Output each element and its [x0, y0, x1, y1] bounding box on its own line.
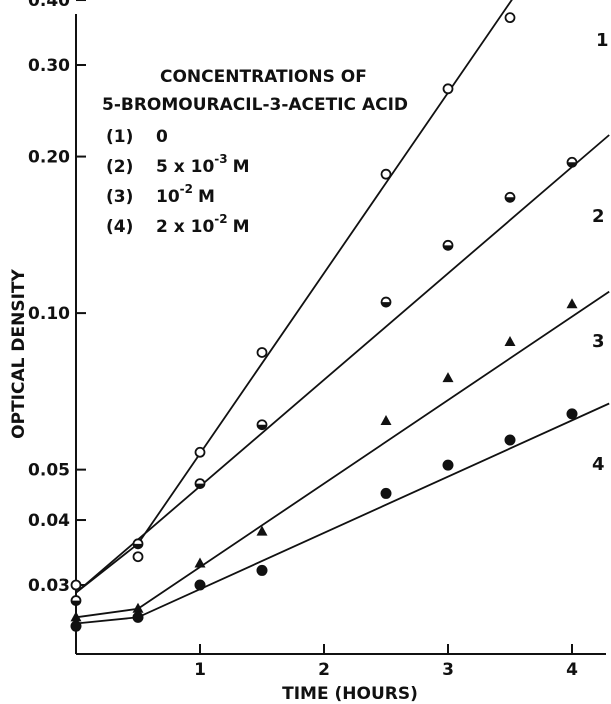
legend-title-line1: CONCENTRATIONS OF: [160, 67, 367, 87]
legend-entry-unit: M: [233, 217, 250, 237]
series-label-1: 1: [596, 30, 609, 51]
x-tick-label: 3: [442, 660, 454, 680]
y-tick-label: 0.40: [28, 0, 70, 11]
x-tick-label: 2: [318, 660, 330, 680]
data-point-series-4: [504, 434, 516, 446]
data-point-series-4: [70, 620, 82, 632]
y-tick-label: 0.04: [28, 511, 70, 531]
data-point-series-3: [132, 602, 144, 613]
data-point-series-1: [256, 347, 268, 358]
marker-fill: [505, 197, 515, 202]
data-point-series-2: [380, 296, 392, 308]
data-point-series-3: [256, 525, 268, 536]
marker-fill: [381, 302, 391, 307]
data-point-series-2: [194, 478, 206, 490]
data-point-series-3: [70, 611, 82, 622]
fit-line-series-2: [75, 134, 610, 594]
marker-fill: [71, 600, 81, 606]
axes: [75, 14, 606, 655]
y-tick-label: 0.05: [28, 461, 70, 481]
marker-fill: [567, 162, 577, 167]
legend-entry-exponent: -3: [214, 152, 227, 166]
legend-entry-unit: M: [233, 157, 250, 177]
marker-fill: [133, 543, 143, 549]
legend-entry: (3) 10-2 M: [106, 182, 215, 207]
legend-entry-key: (3): [106, 187, 133, 207]
data-point-series-1: [380, 168, 392, 180]
y-tick-label: 0.03: [28, 576, 70, 596]
legend-entry-text: 2 x 10-2 M: [156, 212, 250, 237]
legend-entry-key: (4): [106, 217, 133, 237]
data-point-series-1: [70, 579, 82, 591]
legend-entry-text: 0: [156, 127, 168, 147]
data-point-series-2: [504, 191, 516, 203]
y-tick-label: 0.20: [28, 148, 70, 168]
data-point-series-2: [70, 595, 82, 606]
legend-entry-key: (2): [106, 157, 133, 177]
data-point-series-2: [256, 419, 268, 431]
marker-fill: [443, 245, 453, 250]
x-axis-label: TIME (HOURS): [282, 684, 418, 704]
data-point-series-3: [380, 415, 392, 426]
data-point-series-2: [132, 538, 144, 550]
y-tick-label: 0.30: [28, 56, 70, 76]
fit-line-series-3: [75, 290, 610, 619]
data-point-series-3: [194, 557, 206, 568]
data-point-series-1: [194, 446, 206, 458]
x-tick-label: 4: [566, 660, 578, 680]
data-point-series-1: [504, 12, 516, 24]
legend: CONCENTRATIONS OF 5-BROMOURACIL-3-ACETIC…: [102, 67, 408, 237]
data-point-series-3: [504, 335, 516, 346]
y-tick-label: 0.10: [28, 304, 70, 324]
legend-entry: (2) 5 x 10-3 M: [106, 152, 250, 177]
legend-entries: (1) 0(2) 5 x 10-3 M(3) 10-2 M(4) 2 x 10-2 M: [106, 127, 250, 237]
data-point-series-4: [566, 408, 578, 420]
data-point-series-1: [442, 83, 454, 95]
data-point-series-4: [194, 579, 206, 591]
fit-lines: [75, 0, 610, 625]
legend-entry-text: 10-2 M: [156, 182, 215, 207]
marker-fill: [195, 483, 205, 489]
data-point-series-3: [442, 372, 454, 383]
fit-line-series-1: [75, 0, 513, 594]
legend-entry: (1) 0: [106, 127, 168, 147]
legend-entry-unit: M: [198, 187, 215, 207]
legend-title-line2: 5-BROMOURACIL-3-ACETIC ACID: [102, 95, 408, 115]
y-axis-label: OPTICAL DENSITY: [9, 268, 29, 438]
series-label-3: 3: [592, 331, 605, 352]
legend-entry-text: 5 x 10-3 M: [156, 152, 250, 177]
series-label-2: 2: [592, 206, 605, 227]
data-point-series-2: [566, 156, 578, 168]
ticks: 0.030.040.050.100.200.300.400.500.601234: [28, 0, 578, 680]
data-point-series-4: [132, 611, 144, 623]
data-point-series-3: [566, 298, 578, 309]
legend-entry-key: (1): [106, 127, 133, 147]
data-point-series-4: [380, 487, 392, 499]
data-point-series-2: [442, 239, 454, 251]
legend-entry: (4) 2 x 10-2 M: [106, 212, 250, 237]
series-label-4: 4: [592, 454, 605, 475]
data-point-series-4: [442, 459, 454, 471]
marker-fill: [257, 424, 267, 430]
fit-line-series-4: [75, 402, 610, 625]
legend-entry-exponent: -2: [214, 212, 227, 226]
legend-entry-exponent: -2: [180, 182, 193, 196]
x-tick-label: 1: [194, 660, 206, 680]
data-points: [70, 12, 578, 632]
data-point-series-4: [256, 564, 268, 576]
data-point-series-1: [132, 551, 144, 563]
series-labels: 1 2 3 4: [592, 30, 609, 475]
